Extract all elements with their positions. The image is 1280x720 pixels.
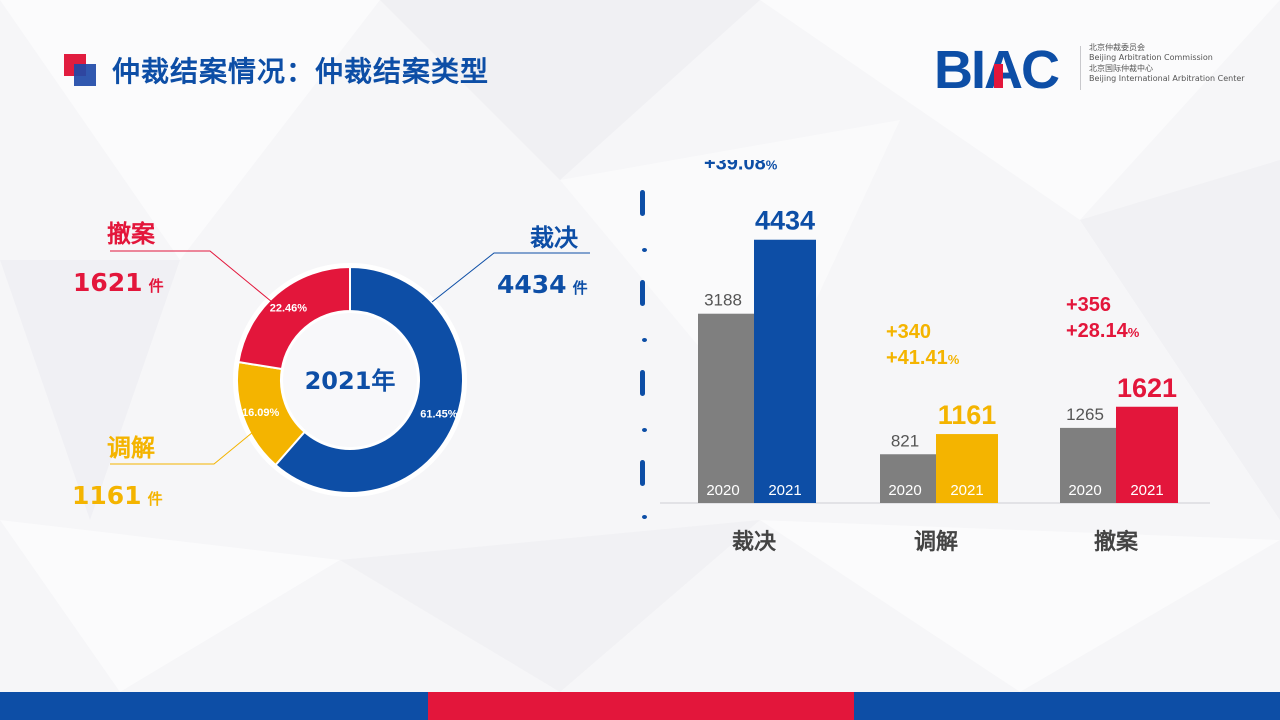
donut-slice-0	[274, 265, 464, 494]
divider-mark-2	[640, 280, 645, 306]
donut-hole	[283, 313, 417, 447]
bar-year-label-2021-1: 2021	[950, 482, 983, 499]
change-abs-1: +340	[886, 321, 931, 343]
divider-mark-4	[640, 370, 645, 396]
divider-mark-7	[642, 515, 647, 519]
award-label: 裁决	[530, 224, 578, 252]
change-pct-sign-1: %	[948, 352, 960, 367]
bar-2021-value-2: 1621	[1117, 373, 1177, 403]
donut-slice-2	[237, 265, 351, 371]
logo-text: 北京仲裁委员会 Beijing Arbitration Commission 北…	[1089, 43, 1245, 83]
bar-2020-0	[698, 313, 760, 503]
logo-name-en-1: Beijing Arbitration Commission	[1089, 52, 1213, 62]
change-pct-sign-2: %	[1128, 325, 1140, 340]
bar-year-label-2021-0: 2021	[768, 482, 801, 499]
withdrawal-count: 1621 件	[73, 268, 164, 297]
bar-year-label-2020-0: 2020	[706, 482, 739, 499]
bar-2020-value-1: 821	[891, 431, 919, 450]
donut-slice-label-2: 22.46%	[270, 303, 308, 315]
award-count: 4434 件	[497, 270, 588, 299]
withdrawal-label: 撤案	[107, 220, 155, 248]
bar-2021-2	[1116, 406, 1178, 503]
bar-2021-0	[754, 239, 816, 503]
divider-mark-6	[640, 460, 645, 486]
biac-logo: BIAC 北京仲裁委员会 Beijing Arbitration Commiss…	[934, 40, 1254, 96]
page-title: 仲裁结案情况：仲裁结案类型	[112, 55, 490, 88]
logo-name-cn-2: 北京国际仲裁中心	[1089, 64, 1153, 74]
bar-year-label-2021-2: 2021	[1130, 482, 1163, 499]
logo-name-cn-1: 北京仲裁委员会	[1089, 43, 1145, 52]
donut-chart: 61.45% 16.09% 22.46% 2021年	[233, 263, 467, 497]
change-pct-0: +39.08%	[704, 160, 778, 175]
bar-year-label-2020-2: 2020	[1068, 482, 1101, 499]
divider-mark-5	[642, 428, 647, 432]
bar-year-label-2020-1: 2020	[888, 482, 921, 499]
category-label-2: 撤案	[1094, 529, 1139, 555]
donut-slice-label-1: 16.09%	[242, 407, 280, 419]
title-mark-icon	[64, 54, 96, 86]
change-pct-1: +41.41%	[886, 347, 960, 369]
bar-2021-value-1: 1161	[938, 400, 997, 430]
change-pct-sign-0: %	[766, 160, 778, 173]
change-pct-2: +28.14%	[1066, 320, 1140, 342]
bar-2020-value-0: 3188	[704, 291, 742, 310]
bottom-stripe	[0, 692, 1280, 720]
category-label-0: 裁决	[732, 529, 777, 555]
logo-name-en-2: Beijing International Arbitration Center	[1089, 73, 1245, 83]
logo-divider	[1080, 46, 1081, 90]
bar-2021-value-0: 4434	[755, 206, 815, 236]
bar-2020-value-2: 1265	[1066, 405, 1104, 424]
bar-2021-1	[936, 434, 998, 503]
bar-chart: 3188443420202021裁决+1246+39.08%8211161202…	[640, 160, 1210, 555]
donut-slice-label-0: 61.45%	[420, 408, 458, 420]
divider-mark-0	[640, 190, 645, 216]
category-label-1: 调解	[914, 529, 958, 555]
divider-mark-1	[642, 248, 647, 252]
donut-center-label: 2021年	[305, 367, 396, 395]
bar-2020-1	[880, 454, 942, 503]
mediation-count: 1161 件	[72, 481, 163, 510]
divider-mark-3	[642, 338, 647, 342]
change-abs-2: +356	[1066, 294, 1111, 316]
mediation-label: 调解	[107, 434, 155, 462]
biac-logo-mark: BIAC	[934, 42, 1061, 94]
bar-2020-2	[1060, 427, 1122, 503]
